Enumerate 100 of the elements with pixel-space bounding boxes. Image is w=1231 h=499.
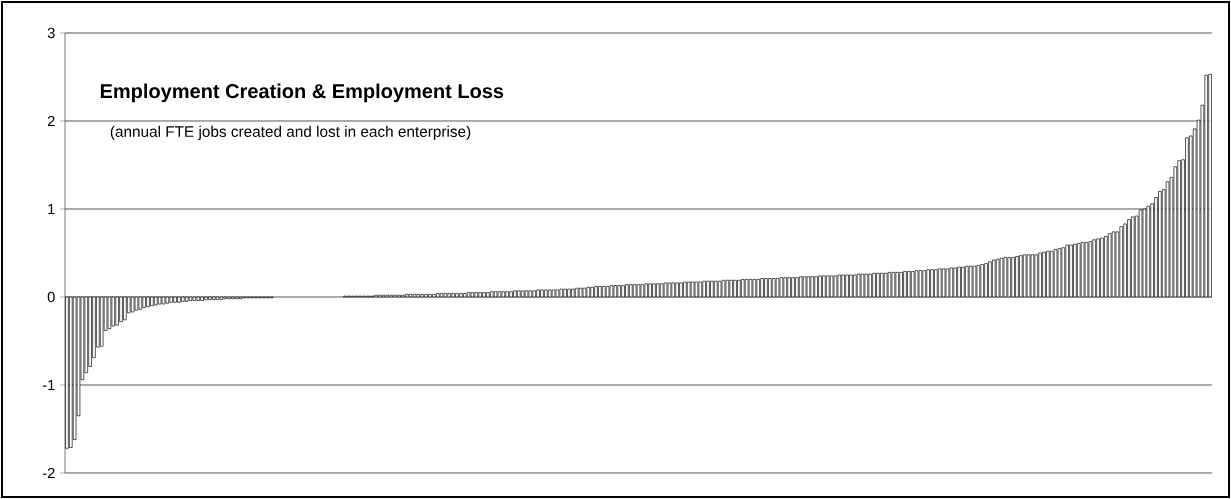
bar (1065, 244, 1069, 298)
bar (737, 279, 741, 298)
bar (455, 293, 459, 298)
bar (544, 289, 548, 298)
bar (1077, 242, 1081, 298)
bar (563, 288, 567, 298)
bar (138, 296, 143, 310)
bar (683, 281, 687, 298)
bar (621, 285, 625, 298)
bar (211, 296, 216, 300)
bar (559, 288, 563, 298)
bar (482, 292, 486, 298)
bar (648, 283, 652, 298)
bar (698, 281, 703, 298)
bar (976, 264, 981, 298)
bar (725, 279, 730, 298)
bar (810, 276, 815, 298)
bar (590, 286, 594, 298)
bar (490, 291, 494, 298)
bar (795, 277, 799, 298)
bar (204, 296, 208, 300)
bar (980, 264, 984, 298)
bar (953, 267, 957, 298)
bar (161, 296, 166, 305)
bar (1208, 74, 1212, 298)
bar (880, 272, 884, 298)
bar (918, 270, 923, 298)
bar (806, 276, 811, 298)
bar (408, 294, 413, 298)
bar (1158, 191, 1162, 298)
bar (1003, 257, 1008, 298)
bar (636, 284, 641, 298)
bar (474, 292, 479, 298)
bar (845, 274, 849, 298)
bar (470, 292, 475, 298)
bar (1022, 254, 1027, 298)
bar (775, 278, 780, 298)
bar (1204, 74, 1208, 298)
bar (841, 274, 845, 298)
bar (571, 288, 575, 298)
bar (466, 292, 471, 298)
bar (493, 291, 498, 298)
bar (405, 294, 409, 298)
bar (891, 272, 896, 298)
bar (1111, 231, 1116, 298)
bar (1019, 255, 1023, 298)
bar (903, 271, 907, 298)
bar (690, 281, 695, 298)
bar (895, 272, 899, 298)
bar (134, 296, 139, 311)
bar (798, 276, 803, 298)
bar (1131, 216, 1135, 298)
bar (741, 279, 745, 298)
bar (694, 281, 699, 298)
bar (992, 259, 996, 298)
bar (547, 289, 552, 298)
bar (818, 275, 822, 298)
bar (945, 268, 950, 298)
bar (130, 296, 135, 313)
bar (435, 293, 440, 298)
bar (412, 294, 417, 298)
bar (1026, 254, 1031, 298)
bar (146, 296, 150, 308)
bar (528, 290, 533, 298)
bar (150, 296, 154, 307)
bar (551, 289, 556, 298)
bar (1100, 237, 1104, 298)
bar (640, 284, 645, 298)
bar (478, 292, 482, 298)
bar (1177, 160, 1181, 298)
bar (165, 296, 170, 304)
bar (602, 286, 606, 298)
bar (1092, 239, 1096, 298)
text: (annual FTE jobs created and lost in each enterprise) (110, 125, 471, 141)
bar (1069, 244, 1073, 298)
bar (1127, 219, 1131, 298)
bar (1104, 235, 1108, 298)
bar (787, 277, 791, 298)
bar (853, 274, 857, 298)
bar (876, 272, 880, 298)
bar (177, 296, 181, 303)
bar (826, 275, 830, 298)
bar (1061, 247, 1066, 298)
bar (609, 285, 614, 298)
bar (802, 276, 807, 298)
bar (686, 281, 691, 298)
bar (887, 272, 892, 298)
bar (729, 279, 733, 298)
y-tick-label: 3 (47, 27, 55, 39)
bar (532, 290, 536, 298)
bar (833, 275, 838, 298)
bar (702, 280, 706, 298)
bar (856, 273, 861, 298)
bar (219, 296, 224, 300)
bar (706, 280, 710, 298)
bar (783, 277, 787, 298)
bar (1057, 248, 1062, 298)
bar (462, 293, 467, 298)
bar (829, 275, 834, 298)
bar (428, 294, 432, 298)
